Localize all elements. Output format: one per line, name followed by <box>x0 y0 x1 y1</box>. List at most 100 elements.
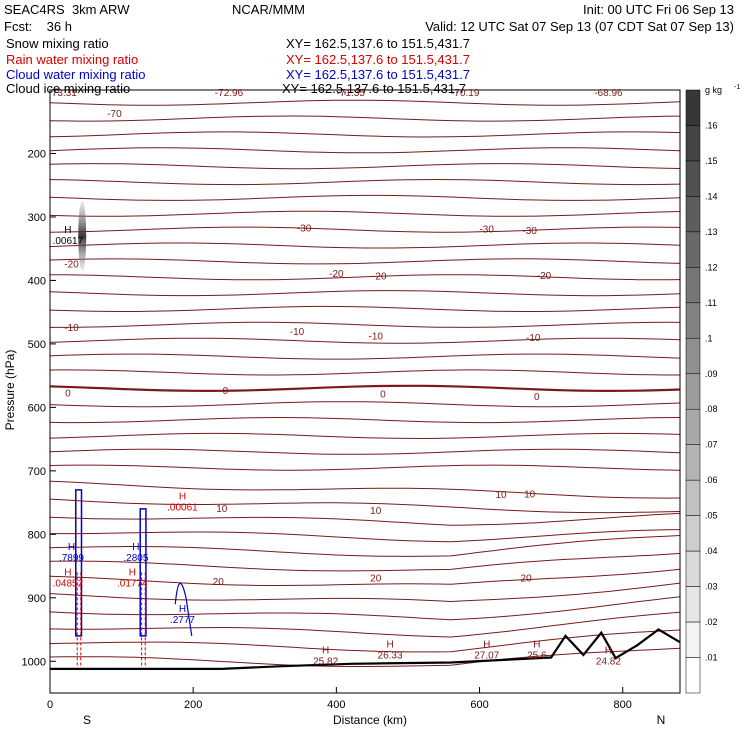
fcst-value: 36 h <box>46 19 72 34</box>
colorbar-swatch <box>685 302 701 339</box>
temperature-contour-line <box>49 552 681 572</box>
temperature-contour-line <box>49 147 681 154</box>
contour-label: -10 <box>369 331 384 342</box>
colorbar-swatch <box>685 196 701 233</box>
x-tick-label: 800 <box>614 699 632 711</box>
snow-plume <box>78 201 87 271</box>
extremum-value: .2777 <box>170 615 195 626</box>
temperature-contour-line <box>49 611 681 638</box>
colorbar-swatch <box>685 550 701 587</box>
colorbar-swatch <box>685 515 701 552</box>
colorbar-swatch <box>685 267 701 304</box>
y-tick-label: 1000 <box>22 656 46 668</box>
x-axis-label: Distance (km) <box>333 713 407 727</box>
field-xy-cloud-ice: XY= 162.5,137.6 to 151.5,431.7 <box>282 81 466 96</box>
extremum-value: .7899 <box>59 553 84 564</box>
field-label-snow: Snow mixing ratio <box>6 36 109 51</box>
header-org: NCAR/MMM <box>232 2 305 17</box>
field-label-cloud-water: Cloud water mixing ratio <box>6 67 146 82</box>
extremum-value: 25.6 <box>527 650 547 661</box>
extremum-value: .00061 <box>167 502 198 513</box>
y-tick-label: 900 <box>28 593 46 605</box>
contour-label: 0 <box>223 386 229 397</box>
contour-label: -10 <box>526 333 541 344</box>
extremum-marker: H <box>64 225 71 236</box>
temperature-contour-line <box>49 99 681 106</box>
colorbar-tick-label: .13 <box>705 227 718 237</box>
temperature-contour-line <box>49 535 681 557</box>
extremum-marker: H <box>132 542 139 553</box>
colorbar-swatch <box>685 125 701 162</box>
y-tick-label: 500 <box>28 339 46 351</box>
temperature-contour-line <box>49 568 681 586</box>
terrain-path <box>50 628 681 670</box>
extremum-value: 26.33 <box>378 650 403 661</box>
colorbar-swatch <box>685 621 701 658</box>
extremum-marker: H <box>605 646 612 657</box>
extremum-marker: H <box>179 604 186 615</box>
temperature-contour-line <box>49 226 681 233</box>
top-extremum-value: 73.31 <box>52 88 77 99</box>
extremum-value: .2805 <box>123 553 148 564</box>
extremum-value: .04852 <box>53 579 84 590</box>
temperature-contour-line <box>49 163 681 170</box>
temperature-contours <box>49 99 681 667</box>
field-label-rain: Rain water mixing ratio <box>6 52 139 67</box>
extremum-value: .01774 <box>117 579 148 590</box>
temperature-contour-line <box>49 305 681 312</box>
extremum-marker: H <box>386 639 393 650</box>
colorbar-tick-label: .07 <box>705 440 718 450</box>
field-label-cloud-ice: Cloud ice mixing ratio <box>6 81 131 96</box>
extremum-marker: H <box>179 491 186 502</box>
y-tick-label: 300 <box>28 212 46 224</box>
cloud-water-contour <box>174 582 193 636</box>
temperature-contour-line <box>49 480 681 499</box>
temperature-contour-line <box>50 321 681 328</box>
colorbar-swatch <box>685 444 701 481</box>
colorbar-tick-label: .01 <box>705 653 718 663</box>
colorbar-swatch <box>685 89 701 126</box>
top-extremum-value: -70.19 <box>451 88 480 99</box>
x-tick-label: 400 <box>327 699 345 711</box>
temperature-contour-line <box>49 629 681 653</box>
extremum-marker: H <box>533 639 540 650</box>
temperature-contour-line <box>49 401 681 408</box>
x-axis: 0 200 400 600 800 <box>47 687 632 711</box>
y-tick-label: 400 <box>28 275 46 287</box>
temperature-contour-line <box>49 194 681 201</box>
terrain-line <box>50 628 681 670</box>
colorbar: .16 .15 .14 .13 .12 .11 .1 .09 .08 .07 .06 .05 .04 .0… <box>685 84 740 694</box>
extremum-marker: H <box>68 542 75 553</box>
contour-label: -20 <box>537 271 552 282</box>
extremum-value: 27.07 <box>474 650 499 661</box>
temperature-contour-line <box>49 274 681 281</box>
temperature-contour-line <box>49 131 681 138</box>
field-xy-cloud-water: XY= 162.5,137.6 to 151.5,431.7 <box>286 67 470 82</box>
colorbar-swatch <box>685 586 701 623</box>
colorbar-tick-label: .03 <box>705 582 718 592</box>
contour-label: -70 <box>107 109 122 120</box>
temperature-contour-line <box>49 582 681 603</box>
colorbar-swatch <box>685 657 701 694</box>
fcst-label: Fcst: <box>4 19 33 34</box>
top-extremum-value: -72.96 <box>215 88 244 99</box>
contour-label: 0 <box>534 392 540 403</box>
contour-label: -10 <box>290 327 305 338</box>
colorbar-swatch <box>685 231 701 268</box>
y-tick-label: 200 <box>28 148 46 160</box>
temperature-contour-line <box>49 596 681 621</box>
temperature-contour-line <box>49 337 681 344</box>
temperature-contour-line <box>49 464 681 471</box>
contour-label: 0 <box>380 390 386 401</box>
colorbar-tick-label: .11 <box>705 298 717 308</box>
colorbar-unit: g kg <box>705 85 722 95</box>
y-tick-label: 700 <box>28 466 46 478</box>
contour-label: 0 <box>65 388 71 399</box>
contour-label: -30 <box>297 223 312 234</box>
contour-label: 10 <box>216 504 228 515</box>
top-extremum-value: -71.35 <box>337 88 366 99</box>
temperature-contour-line <box>49 369 680 376</box>
temperature-contour-line <box>49 258 681 265</box>
y-tick-label: 600 <box>28 402 46 414</box>
